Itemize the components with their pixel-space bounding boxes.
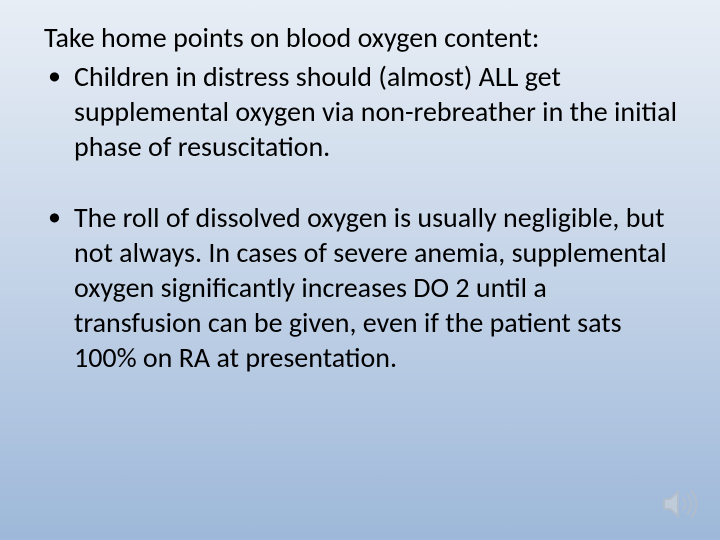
spacer xyxy=(40,164,680,200)
slide: Take home points on blood oxygen content… xyxy=(0,0,720,540)
speaker-audio-icon xyxy=(658,482,702,526)
bullet-item: The roll of dissolved oxygen is usually … xyxy=(44,200,680,375)
slide-heading: Take home points on blood oxygen content… xyxy=(40,20,680,55)
bullet-item: Children in distress should (almost) ALL… xyxy=(44,59,680,164)
bullet-list: The roll of dissolved oxygen is usually … xyxy=(40,200,680,375)
bullet-list: Children in distress should (almost) ALL… xyxy=(40,59,680,164)
